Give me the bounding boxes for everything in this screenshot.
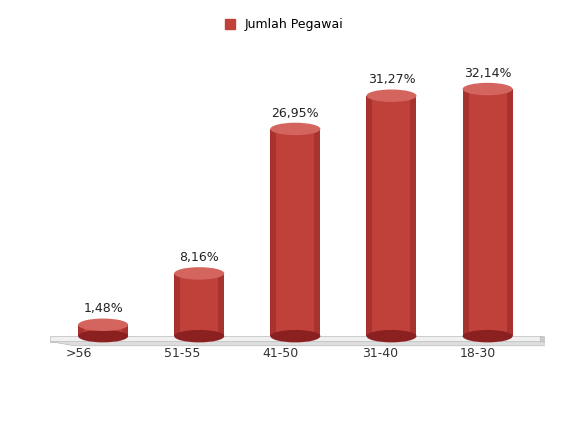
Polygon shape bbox=[122, 325, 128, 336]
Text: 18-30: 18-30 bbox=[460, 346, 496, 360]
Ellipse shape bbox=[78, 330, 128, 342]
Text: 8,16%: 8,16% bbox=[179, 251, 219, 264]
Polygon shape bbox=[270, 129, 277, 336]
Ellipse shape bbox=[174, 267, 224, 280]
Text: 31-40: 31-40 bbox=[362, 346, 398, 360]
Text: 51-55: 51-55 bbox=[164, 346, 200, 360]
Text: 31,27%: 31,27% bbox=[367, 73, 415, 86]
Polygon shape bbox=[507, 89, 512, 336]
Polygon shape bbox=[366, 96, 373, 336]
Polygon shape bbox=[411, 96, 416, 336]
Text: 1,48%: 1,48% bbox=[83, 302, 123, 315]
Polygon shape bbox=[50, 336, 541, 341]
Polygon shape bbox=[541, 336, 565, 346]
Text: 32,14%: 32,14% bbox=[464, 67, 511, 80]
Legend: Jumlah Pegawai: Jumlah Pegawai bbox=[221, 15, 347, 35]
Polygon shape bbox=[218, 273, 224, 336]
Ellipse shape bbox=[462, 330, 512, 342]
Polygon shape bbox=[50, 341, 565, 346]
Polygon shape bbox=[366, 96, 416, 336]
Polygon shape bbox=[78, 325, 128, 336]
Polygon shape bbox=[78, 325, 84, 336]
Ellipse shape bbox=[78, 318, 128, 331]
Polygon shape bbox=[270, 129, 320, 336]
Polygon shape bbox=[174, 273, 180, 336]
Polygon shape bbox=[174, 273, 224, 336]
Polygon shape bbox=[314, 129, 320, 336]
Ellipse shape bbox=[366, 330, 416, 342]
Ellipse shape bbox=[366, 89, 416, 102]
Ellipse shape bbox=[270, 330, 320, 342]
Text: >56: >56 bbox=[66, 346, 92, 360]
Ellipse shape bbox=[462, 83, 512, 95]
Text: 26,95%: 26,95% bbox=[272, 107, 319, 120]
Polygon shape bbox=[462, 89, 512, 336]
Text: 41-50: 41-50 bbox=[263, 346, 299, 360]
Polygon shape bbox=[462, 89, 469, 336]
Ellipse shape bbox=[174, 330, 224, 342]
Ellipse shape bbox=[270, 123, 320, 135]
